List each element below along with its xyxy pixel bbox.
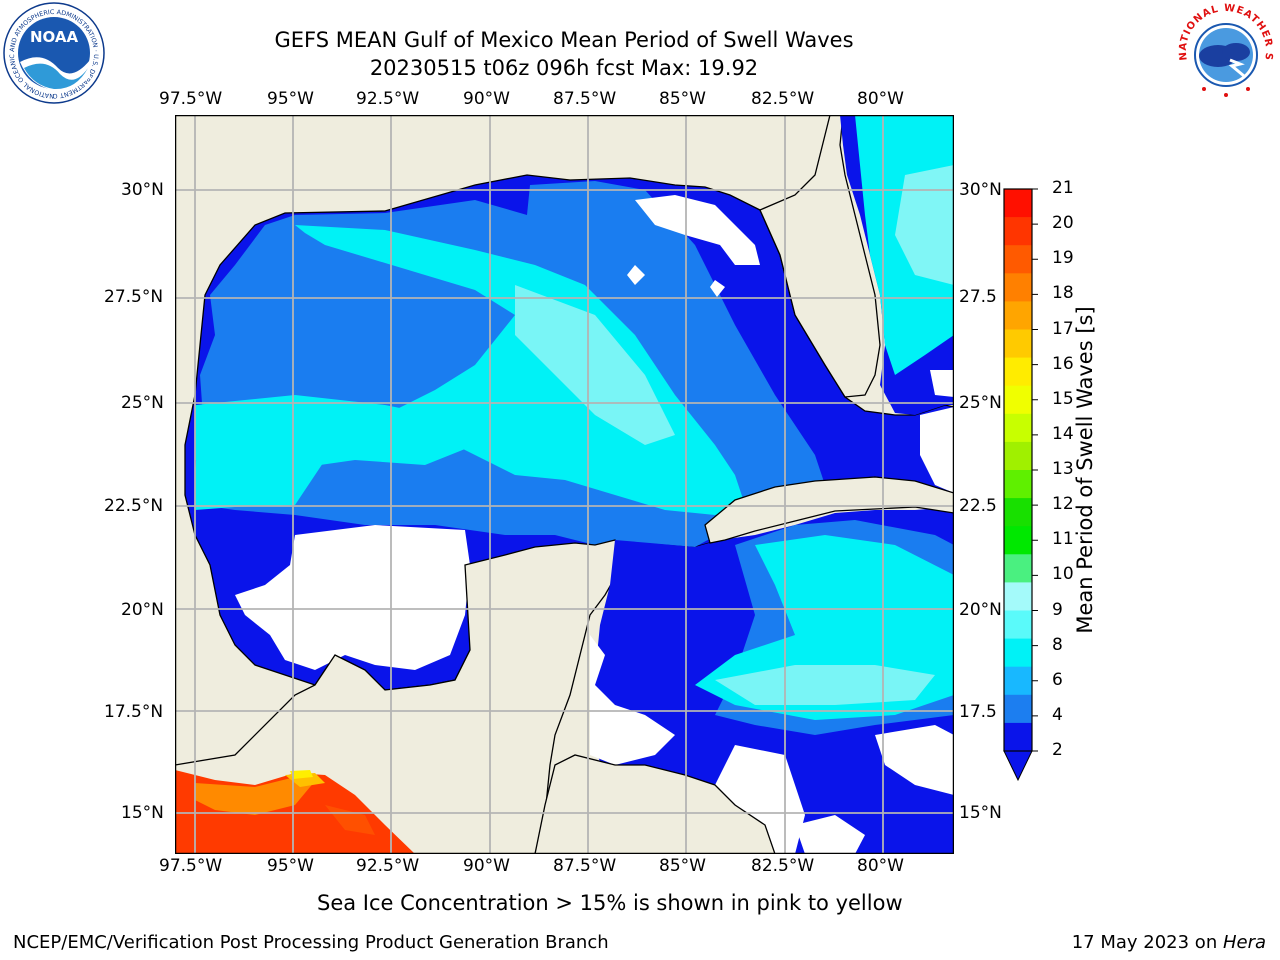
- colorbar-band: [1004, 217, 1032, 246]
- lat-label-right: 22.5: [959, 496, 997, 516]
- lon-label-top: 85°W: [659, 89, 706, 109]
- central-america-land: [534, 754, 776, 854]
- colorbar-tick-label: 20: [1052, 213, 1074, 234]
- colorbar-tick-label: 4: [1052, 704, 1063, 725]
- footer-date-text: 17 May 2023 on: [1071, 932, 1223, 953]
- lon-label-bottom: 85°W: [659, 856, 706, 876]
- colorbar-tick-label: 12: [1052, 494, 1074, 515]
- colorbar-tick-label: 18: [1052, 283, 1074, 304]
- colorbar-tick-label: 9: [1052, 599, 1063, 620]
- lat-label-right: 15°N: [959, 803, 1002, 823]
- lon-label-top: 82.5°W: [751, 89, 815, 109]
- chart-title: GEFS MEAN Gulf of Mexico Mean Period of …: [274, 28, 854, 52]
- lat-label-left: 25°N: [121, 393, 164, 413]
- noaa-logo: NATIONAL OCEANIC AND ATMOSPHERIC ADMINIS…: [2, 2, 105, 104]
- colorbar-band: [1004, 470, 1032, 499]
- colorbar-band: [1004, 329, 1032, 359]
- colorbar-tick-label: 21: [1052, 178, 1074, 198]
- colorbar-tick-label: 16: [1052, 353, 1074, 374]
- colorbar-tick-label: 17: [1052, 318, 1074, 339]
- colorbar: [1003, 188, 1038, 782]
- lon-label-bottom: 90°W: [463, 856, 510, 876]
- colorbar-extend-triangle: [1003, 750, 1033, 782]
- lon-label-bottom: 97.5°W: [159, 856, 223, 876]
- svg-text:NOAA: NOAA: [30, 28, 79, 46]
- footer-host: Hera: [1222, 932, 1266, 953]
- colorbar-tick-label: 10: [1052, 564, 1074, 585]
- colorbar-band: [1004, 273, 1032, 302]
- nws-logo: NATIONAL WEATHER SERVICE: [1174, 2, 1276, 103]
- lat-label-right: 30°N: [959, 180, 1002, 200]
- colorbar-tick-label: 8: [1052, 634, 1063, 655]
- cuba-land: [704, 476, 954, 544]
- colorbar-tick-label: 13: [1052, 459, 1074, 479]
- colorbar-band: [1004, 694, 1032, 724]
- lon-label-top: 90°W: [463, 89, 510, 109]
- colorbar-band: [1004, 301, 1032, 331]
- colorbar-band: [1004, 441, 1032, 471]
- lat-label-left: 20°N: [121, 600, 164, 620]
- lat-label-right: 27.5: [959, 287, 997, 307]
- footer-date: 17 May 2023 on Hera: [1072, 932, 1266, 953]
- lat-label-left: 30°N: [121, 180, 164, 200]
- lon-label-top: 92.5°W: [356, 89, 420, 109]
- lat-label-left: 17.5°N: [104, 702, 164, 722]
- footer-credit: NCEP/EMC/Verification Post Processing Pr…: [13, 932, 609, 953]
- lon-label-top: 80°W: [857, 89, 904, 109]
- colorbar-band: [1004, 189, 1032, 218]
- colorbar-tick-label: 11: [1052, 529, 1074, 550]
- colorbar-band: [1004, 245, 1032, 274]
- lon-label-bottom: 95°W: [267, 856, 314, 876]
- colorbar-band: [1004, 357, 1032, 387]
- colorbar-band: [1004, 610, 1032, 640]
- gulf-map: [175, 115, 954, 854]
- lon-label-bottom: 87.5°W: [553, 856, 617, 876]
- colorbar-tick-label: 19: [1052, 248, 1074, 269]
- colorbar-tick-label: 6: [1052, 669, 1063, 690]
- colorbar-band: [1004, 413, 1032, 443]
- colorbar-band: [1004, 638, 1032, 668]
- colorbar-tick-label: 14: [1052, 423, 1074, 444]
- chart-subtitle: 20230515 t06z 096h fcst Max: 19.92: [369, 56, 759, 80]
- caption: Sea Ice Concentration > 15% is shown in …: [317, 891, 903, 915]
- graticule: [175, 115, 954, 854]
- lon-label-bottom: 82.5°W: [751, 856, 815, 876]
- lon-label-top: 97.5°W: [159, 89, 223, 109]
- lon-label-bottom: 80°W: [857, 856, 904, 876]
- colorbar-tick-label: 15: [1052, 388, 1074, 409]
- lat-label-left: 22.5°N: [104, 496, 164, 516]
- colorbar-band: [1004, 666, 1032, 696]
- lon-label-bottom: 92.5°W: [356, 856, 420, 876]
- lon-label-top: 87.5°W: [553, 89, 617, 109]
- lon-label-top: 95°W: [267, 89, 314, 109]
- lat-label-left: 27.5°N: [104, 287, 164, 307]
- colorbar-band: [1004, 385, 1032, 415]
- colorbar-band: [1004, 722, 1032, 752]
- colorbar-band: [1004, 526, 1032, 555]
- florida-land: [759, 115, 881, 398]
- colorbar-title: Mean Period of Swell Waves [s]: [1073, 306, 1097, 634]
- lat-label-right: 20°N: [959, 600, 1002, 620]
- colorbar-band: [1004, 554, 1032, 583]
- lat-label-right: 17.5: [959, 702, 997, 722]
- lat-label-right: 25°N: [959, 393, 1002, 413]
- lat-label-left: 15°N: [121, 803, 164, 823]
- colorbar-band: [1004, 582, 1032, 612]
- colorbar-tick-label: 2: [1052, 740, 1063, 760]
- colorbar-band: [1004, 498, 1032, 527]
